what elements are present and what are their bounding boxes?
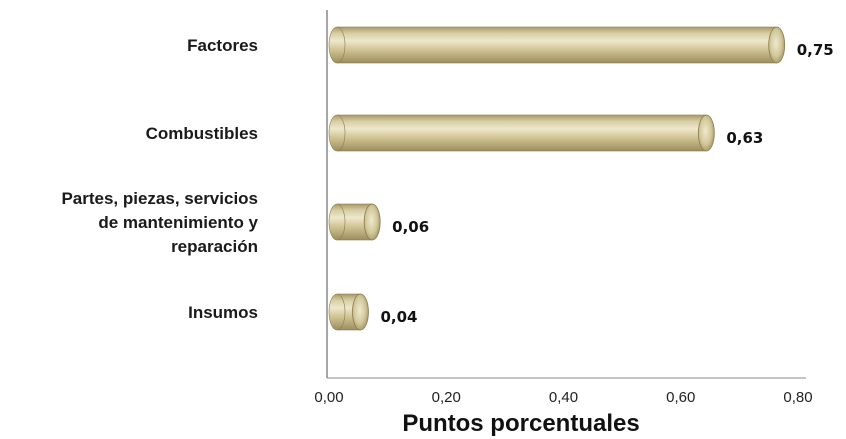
data-label: 0,75	[797, 41, 834, 59]
bar-start-cap	[328, 26, 346, 64]
x-tick-label: 0,00	[314, 389, 343, 406]
category-label: Insumos	[188, 303, 258, 322]
bar-body	[336, 114, 707, 152]
category-label: reparación	[171, 237, 258, 256]
x-tick-label: 0,20	[432, 389, 461, 406]
data-label: 0,04	[380, 308, 417, 326]
category-label: de mantenimiento y	[98, 213, 258, 232]
data-label: 0,63	[726, 129, 763, 147]
bar-end-cap	[363, 203, 381, 241]
bar-2	[328, 114, 715, 152]
category-labels: Factores Combustibles Partes, piezas, serv…	[61, 36, 258, 322]
x-tick-label: 0,40	[549, 389, 578, 406]
bar-end-cap	[352, 293, 369, 331]
data-label: 0,06	[392, 218, 429, 236]
bar-end-cap	[768, 26, 786, 64]
bar-start-cap	[328, 114, 346, 152]
category-label: Partes, piezas, servicios	[61, 189, 258, 208]
bar-start-cap	[328, 203, 346, 241]
bars-group: 0,75 0,63 0,06 0,04	[328, 26, 834, 331]
bar-start-cap	[328, 293, 346, 331]
bar-3	[328, 203, 381, 241]
bar-4	[328, 293, 369, 331]
x-tick-label: 0,80	[783, 389, 812, 406]
bar-1	[328, 26, 786, 64]
bar-body	[336, 26, 777, 64]
category-label: Factores	[187, 36, 258, 55]
x-tick-label: 0,60	[666, 389, 695, 406]
x-axis-title: Puntos porcentuales	[402, 410, 639, 437]
bar-end-cap	[697, 114, 715, 152]
category-label: Combustibles	[146, 124, 258, 143]
x-tick-labels: 0,00 0,20 0,40 0,60 0,80	[314, 389, 812, 406]
